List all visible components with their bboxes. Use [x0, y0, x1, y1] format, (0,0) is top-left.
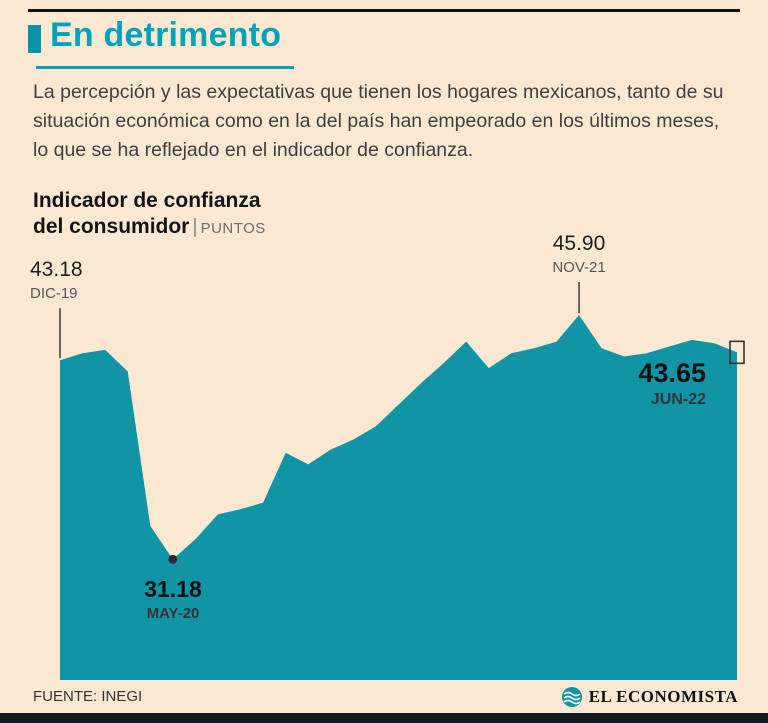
source-label: FUENTE: INEGI	[33, 688, 143, 705]
chart-title-line2: del consumidor | PUNTOS	[33, 214, 266, 242]
annotation-trough-value: 31.18	[144, 576, 202, 602]
annotation-peak-value: 45.90	[552, 232, 606, 255]
chart-title-separator: |	[192, 216, 198, 238]
chart-unit-label: PUNTOS	[200, 220, 266, 237]
end-marker	[729, 340, 745, 365]
annotation-trough: 31.18 MAY-20	[119, 576, 227, 622]
annotation-end-value: 43.65	[638, 358, 706, 388]
bottom-bar	[0, 713, 768, 723]
annotation-end-date: JUN-22	[650, 391, 706, 408]
chart-title-line1: Indicador de confianza	[33, 189, 261, 212]
annotation-start-value: 43.18	[30, 258, 83, 281]
chart-title: Indicador de confianza del consumidor | PU…	[33, 188, 266, 242]
annotation-trough-date: MAY-20	[146, 605, 200, 622]
trough-dot	[168, 554, 178, 564]
chart-title-text: del consumidor	[33, 215, 190, 238]
brand-logo: EL ECONOMISTA	[561, 686, 738, 708]
annotation-peak-date: NOV-21	[552, 259, 606, 276]
title-underline	[36, 66, 294, 69]
area-chart	[59, 282, 745, 680]
area-series	[60, 315, 737, 680]
annotation-peak: 45.90 NOV-21	[529, 232, 629, 276]
brand-name: EL ECONOMISTA	[588, 687, 738, 706]
annotation-start-date: DIC-19	[30, 285, 78, 302]
intro-paragraph: La percepción y las expectativas que tie…	[33, 81, 724, 161]
page-title: En detrimento	[50, 16, 282, 54]
annotation-end: 43.65 JUN-22	[598, 358, 706, 409]
top-rule	[28, 9, 740, 12]
brand-wave-icon	[561, 687, 582, 707]
title-bullet	[28, 25, 41, 53]
annotation-start: 43.18 DIC-19	[30, 258, 83, 302]
